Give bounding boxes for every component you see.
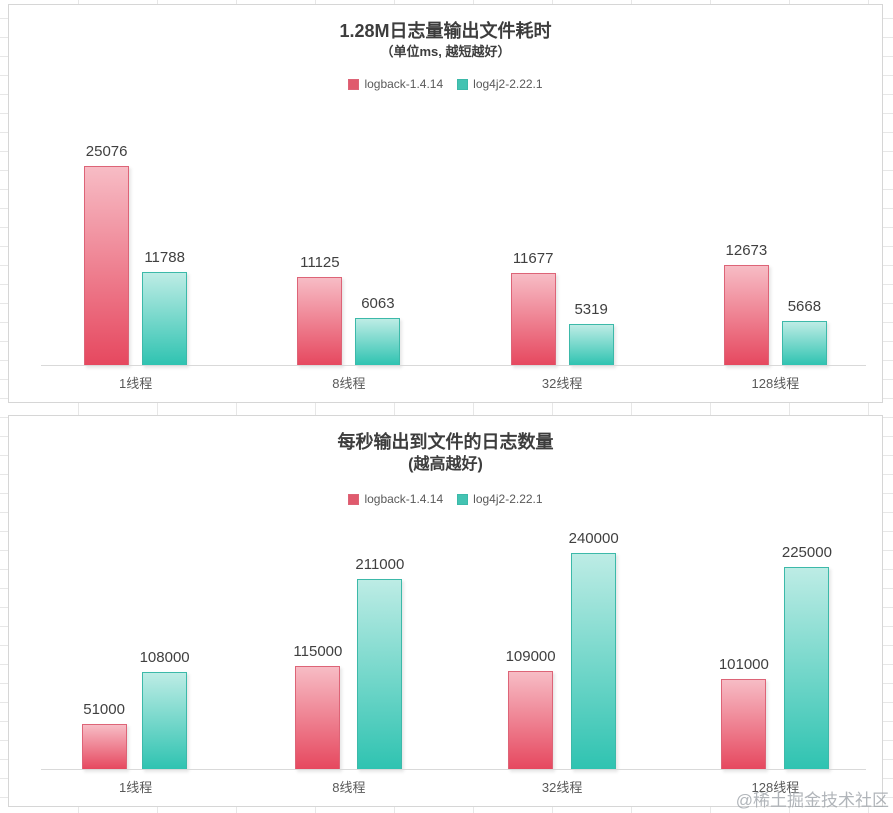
- plot-area: 51000 108000 115000 211000 109000 240000 10100…: [29, 530, 882, 770]
- bar-wrap: 225000: [782, 544, 832, 770]
- watermark: @稀土掘金技术社区: [735, 791, 889, 810]
- x-axis-line: [41, 365, 866, 366]
- category-label-32线程: 32线程: [541, 780, 583, 795]
- legend-label-logback: logback-1.4.14: [364, 77, 444, 91]
- bar-value-label: 5319: [574, 301, 608, 318]
- bar-wrap: 108000: [140, 649, 190, 770]
- bar-wrap: 51000: [81, 701, 127, 770]
- bar-group-8线程: 115000 211000: [242, 556, 455, 770]
- bar-log4j2-2.22.1: [142, 272, 188, 366]
- bar-log4j2-2.22.1: [784, 567, 830, 770]
- legend-swatch-logback: [348, 78, 360, 90]
- bar-logback-1.4.14: [510, 273, 556, 366]
- bar-group-128线程: 12673 5668: [669, 242, 882, 366]
- bar-value-label: 225000: [781, 544, 832, 561]
- bar-value-label: 108000: [139, 649, 190, 666]
- bar-logback-1.4.14: [508, 671, 554, 770]
- bar-wrap: 12673: [723, 242, 769, 366]
- chart-card-logs-per-second: 每秒输出到文件的日志数量 (越高越好) logback-1.4.14 log4j…: [8, 415, 883, 807]
- bar-wrap: 240000: [569, 530, 619, 770]
- bar-value-label: 6063: [361, 295, 395, 312]
- bar-log4j2-2.22.1: [781, 321, 827, 366]
- bar-logback-1.4.14: [84, 166, 130, 366]
- bar-log4j2-2.22.1: [571, 553, 617, 770]
- bar-wrap: 5668: [781, 298, 827, 366]
- category-axis-labels: 1线程 8线程 32线程 128线程: [29, 777, 882, 796]
- bar-group-32线程: 11677 5319: [456, 250, 669, 366]
- legend-label-logback: logback-1.4.14: [364, 492, 444, 506]
- bar-logback-1.4.14: [295, 666, 341, 770]
- legend-swatch-log4j2: [457, 78, 469, 90]
- bar-wrap: 11677: [510, 250, 556, 366]
- chart-subtitle: （单位ms, 越短越好）: [380, 44, 511, 59]
- bar-wrap: 6063: [355, 295, 401, 366]
- bar-wrap: 25076: [84, 143, 130, 366]
- legend-label-log4j2: log4j2-2.22.1: [473, 492, 543, 506]
- bar-log4j2-2.22.1: [357, 579, 403, 770]
- bar-wrap: 211000: [355, 556, 404, 770]
- category-axis-labels: 1线程 8线程 32线程 128线程: [29, 373, 882, 392]
- bar-group-8线程: 11125 6063: [242, 254, 455, 366]
- bar-group-1线程: 25076 11788: [29, 143, 242, 366]
- bar-group-128线程: 101000 225000: [669, 544, 882, 770]
- bar-value-label: 25076: [85, 143, 128, 160]
- bar-value-label: 51000: [83, 701, 125, 718]
- legend-swatch-logback: [348, 493, 360, 505]
- bar-log4j2-2.22.1: [568, 324, 614, 366]
- bar-value-label: 115000: [293, 643, 343, 660]
- bar-logback-1.4.14: [723, 265, 769, 366]
- bar-wrap: 101000: [719, 656, 769, 770]
- bar-value-label: 211000: [355, 556, 405, 573]
- plot-area: 25076 11788 11125 6063 11677 5319 12673 5668: [29, 143, 882, 366]
- bar-value-label: 11677: [512, 250, 554, 267]
- chart-card-file-output-time: 1.28M日志量输出文件耗时 （单位ms, 越短越好） logback-1.4.…: [8, 4, 883, 403]
- bar-value-label: 101000: [718, 656, 769, 673]
- bar-group-1线程: 51000 108000: [29, 649, 242, 770]
- category-label-1线程: 1线程: [119, 780, 153, 795]
- legend-item-logback: logback-1.4.14: [348, 77, 443, 91]
- bar-log4j2-2.22.1: [142, 672, 188, 770]
- bar-value-label: 5668: [787, 298, 822, 315]
- bar-logback-1.4.14: [721, 679, 767, 770]
- legend-item-logback: logback-1.4.14: [348, 492, 443, 506]
- bar-logback-1.4.14: [81, 724, 127, 770]
- bar-wrap: 11788: [142, 249, 188, 366]
- bar-value-label: 11788: [144, 249, 185, 266]
- chart-title: 每秒输出到文件的日志数量: [337, 432, 554, 452]
- category-label-8线程: 8线程: [332, 780, 366, 795]
- legend-swatch-log4j2: [457, 493, 469, 505]
- category-label-1线程: 1线程: [119, 376, 153, 391]
- legend-label-log4j2: log4j2-2.22.1: [473, 77, 543, 91]
- category-label-128线程: 128线程: [751, 780, 800, 795]
- bar-group-32线程: 109000 240000: [456, 530, 669, 770]
- bar-value-label: 109000: [505, 648, 556, 665]
- bar-wrap: 5319: [568, 301, 614, 366]
- category-label-32线程: 32线程: [541, 376, 583, 391]
- category-label-8线程: 8线程: [332, 376, 366, 391]
- bar-log4j2-2.22.1: [355, 318, 401, 366]
- legend-item-log4j2: log4j2-2.22.1: [457, 77, 543, 91]
- x-axis-line: [41, 769, 866, 770]
- bar-logback-1.4.14: [297, 277, 343, 366]
- bar-wrap: 11125: [297, 254, 343, 366]
- chart-title: 1.28M日志量输出文件耗时: [339, 21, 552, 41]
- category-label-128线程: 128线程: [751, 376, 800, 391]
- bar-value-label: 240000: [568, 530, 619, 547]
- legend-item-log4j2: log4j2-2.22.1: [457, 492, 543, 506]
- bar-value-label: 12673: [725, 242, 768, 259]
- chart-legend: logback-1.4.14 log4j2-2.22.1: [9, 492, 882, 506]
- bar-wrap: 109000: [506, 648, 556, 770]
- bar-value-label: 11125: [300, 254, 340, 271]
- bar-wrap: 115000: [293, 643, 342, 770]
- chart-subtitle: (越高越好): [408, 456, 483, 473]
- chart-legend: logback-1.4.14 log4j2-2.22.1: [9, 77, 882, 91]
